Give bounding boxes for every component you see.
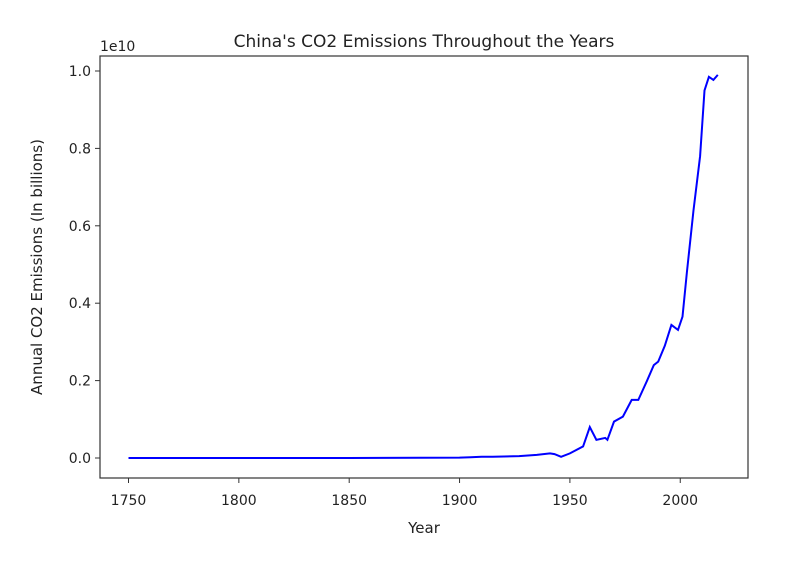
x-tick-label: 1750 [111,493,147,509]
x-tick-label: 1950 [552,493,588,509]
plot-frame [99,55,749,479]
series-line [128,74,719,459]
chart-title: China's CO2 Emissions Throughout the Yea… [234,32,615,52]
x-axis-label: Year [407,519,441,537]
y-offset-label: 1e10 [100,39,135,55]
x-tick-label: 1850 [331,493,367,509]
y-tick-label: 0.4 [69,296,91,312]
y-tick-label: 0.0 [69,451,91,467]
x-tick-label: 1900 [442,493,478,509]
y-tick-label: 0.6 [69,219,91,235]
y-axis-label: Annual CO2 Emissions (In billions) [28,139,46,395]
y-tick-label: 0.8 [69,141,91,157]
x-tick-label: 1800 [221,493,257,509]
y-tick-label: 1.0 [69,64,91,80]
y-tick-label: 0.2 [69,374,91,390]
x-tick-label: 2000 [662,493,698,509]
